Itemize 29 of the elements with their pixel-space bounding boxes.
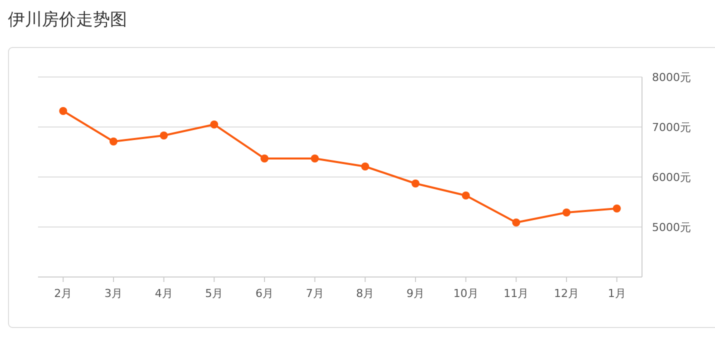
point xyxy=(110,138,118,146)
y-tick-label: 7000元 xyxy=(652,120,691,134)
point xyxy=(59,107,68,115)
x-tick-label: 5月 xyxy=(205,287,224,300)
x-tick-label: 8月 xyxy=(356,287,374,300)
x-tick-label: 3月 xyxy=(104,287,122,300)
x-tick-label: 4月 xyxy=(154,287,173,300)
x-tick-label: 1月 xyxy=(608,287,626,300)
y-tick-label: 6000元 xyxy=(652,170,691,184)
point xyxy=(160,132,168,140)
point xyxy=(512,218,520,226)
chart-title: 伊川房价走势图 xyxy=(8,10,127,30)
point xyxy=(260,154,268,162)
x-tick-label: 12月 xyxy=(554,287,579,300)
point xyxy=(361,162,370,170)
point xyxy=(310,154,319,162)
x-tick-label: 2月 xyxy=(54,287,72,300)
x-tick-label: 7月 xyxy=(306,287,324,300)
point xyxy=(612,204,621,212)
point xyxy=(210,120,218,128)
x-tick-label: 9月 xyxy=(406,287,424,300)
x-tick-label: 10月 xyxy=(453,287,478,300)
x-tick-label: 6月 xyxy=(256,287,274,300)
point xyxy=(562,208,570,216)
point xyxy=(462,192,470,200)
point xyxy=(412,180,420,188)
y-tick-label: 5000元 xyxy=(652,220,691,234)
x-tick-label: 11月 xyxy=(504,287,529,300)
y-tick-label: 8000元 xyxy=(652,70,691,84)
